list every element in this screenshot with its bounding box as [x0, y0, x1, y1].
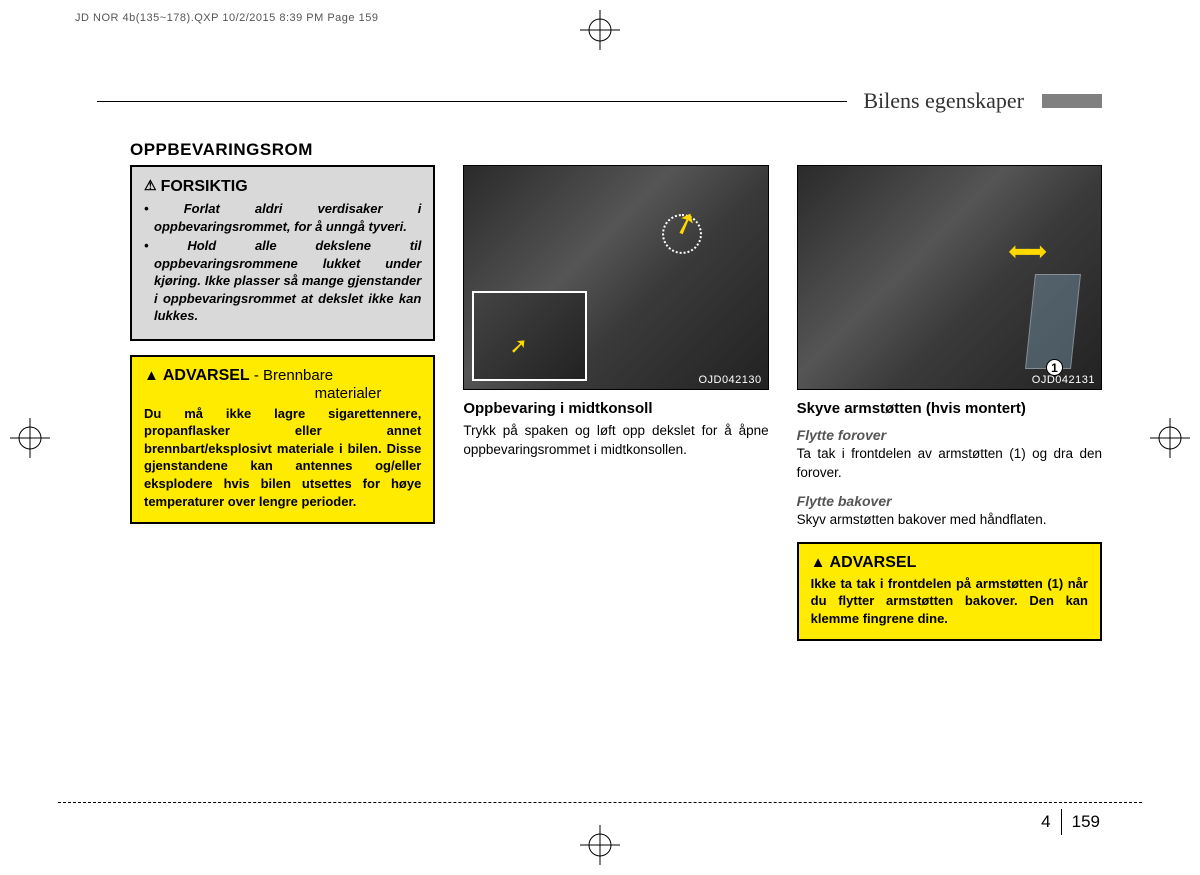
col3-subheading-backward: Flytte bakover — [797, 493, 1102, 509]
footer-dashed-line — [58, 802, 1142, 803]
warning-box-armrest: ▲ADVARSEL Ikke ta tak i frontdelen på ar… — [797, 542, 1102, 642]
warning-subtitle-line2: materialer — [144, 385, 421, 402]
arrow-left-right-icon: ⬅ ➡ — [1008, 236, 1041, 267]
warning-body: Ikke ta tak i frontdelen på armstøtten (… — [811, 575, 1088, 628]
photo-code: OJD042130 — [698, 374, 761, 386]
footer-chapter: 4 — [1041, 812, 1050, 832]
warning-triangle-icon: ▲ — [811, 554, 826, 571]
registration-mark-top — [580, 10, 620, 50]
registration-mark-right — [1150, 418, 1190, 458]
col3-heading: Skyve armstøtten (hvis montert) — [797, 400, 1102, 417]
column-2: ➚ ➚ OJD042130 Oppbevaring i midtkonsoll … — [463, 165, 768, 653]
footer-page: 159 — [1072, 812, 1100, 832]
warning-body: Du må ikke lagre sigarettennere, propanf… — [144, 405, 421, 510]
warning-box-materials: ▲ADVARSEL - Brennbare materialer Du må i… — [130, 355, 435, 524]
photo-sliding-armrest: ⬅ ➡ 1 OJD042131 — [797, 165, 1102, 390]
registration-mark-left — [10, 418, 50, 458]
photo-inset: ➚ — [472, 291, 587, 381]
col2-body: Trykk på spaken og løft opp dekslet for … — [463, 422, 768, 460]
column-1: ⚠FORSIKTIG Forlat aldri verdisaker i opp… — [130, 165, 435, 653]
col3-subheading-forward: Flytte forover — [797, 427, 1102, 443]
caution-box: ⚠FORSIKTIG Forlat aldri verdisaker i opp… — [130, 165, 435, 341]
caution-title: ⚠FORSIKTIG — [144, 177, 421, 196]
caution-list: Forlat aldri verdisaker i oppbevaringsro… — [144, 200, 421, 325]
print-header: JD NOR 4b(135~178).QXP 10/2/2015 8:39 PM… — [75, 12, 378, 24]
arrow-up-icon: ➚ — [509, 333, 527, 359]
warning-title: ▲ADVARSEL — [144, 367, 250, 384]
footer-page-number: 4 159 — [1041, 809, 1100, 835]
chapter-header: Bilens egenskaper — [97, 88, 1102, 114]
warning-triangle-icon: ▲ — [144, 367, 159, 384]
column-3: ⬅ ➡ 1 OJD042131 Skyve armstøtten (hvis m… — [797, 165, 1102, 653]
caution-item: Hold alle dekslene til oppbevaringsromme… — [144, 237, 421, 325]
registration-mark-bottom — [580, 825, 620, 865]
col3-body-forward: Ta tak i frontdelen av armstøtten (1) og… — [797, 445, 1102, 483]
section-title: OPPBEVARINGSROM — [130, 140, 313, 160]
chapter-title: Bilens egenskaper — [855, 88, 1032, 114]
warning-title: ▲ADVARSEL — [811, 554, 1088, 572]
caution-triangle-icon: ⚠ — [144, 177, 157, 193]
warning-subtitle: - Brennbare — [250, 367, 333, 384]
caution-item: Forlat aldri verdisaker i oppbevaringsro… — [144, 200, 421, 235]
photo-code: OJD042131 — [1032, 374, 1095, 386]
col2-heading: Oppbevaring i midtkonsoll — [463, 400, 768, 417]
col3-body-backward: Skyv armstøtten bakover med håndflaten. — [797, 511, 1102, 530]
photo-center-console: ➚ ➚ OJD042130 — [463, 165, 768, 390]
